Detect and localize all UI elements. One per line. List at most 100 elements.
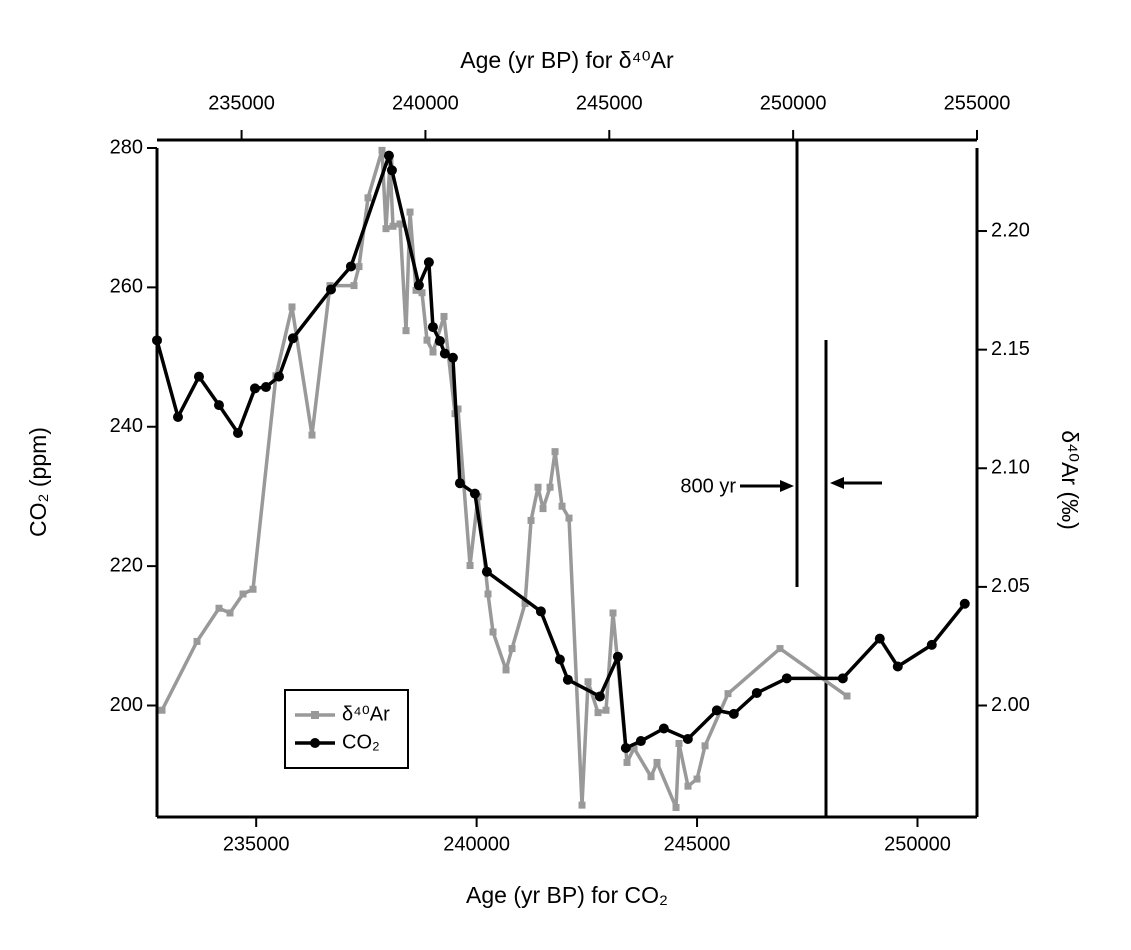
data-point: [345, 261, 356, 272]
data-point: [429, 348, 437, 356]
data-point: [418, 289, 426, 297]
data-point: [701, 742, 709, 750]
data-point: [213, 400, 224, 411]
series-line: [155, 153, 967, 750]
data-point: [534, 483, 542, 491]
data-point: [454, 405, 462, 413]
x-axis-title: Age (yr BP) for CO₂: [466, 882, 668, 908]
x-tick-label: 240000: [443, 833, 510, 855]
x-tick-label: 235000: [223, 833, 290, 855]
x2-tick-label: 240000: [392, 92, 459, 114]
data-point: [837, 673, 848, 684]
data-point: [350, 282, 358, 290]
data-point: [402, 327, 410, 335]
data-point: [427, 322, 438, 333]
data-point: [260, 382, 271, 393]
data-point: [508, 645, 516, 653]
data-point: [635, 736, 646, 747]
data-point: [630, 744, 638, 752]
x2-tick-label: 235000: [208, 92, 275, 114]
data-point: [565, 514, 573, 522]
axes: [155, 138, 979, 819]
data-point: [386, 165, 397, 176]
legend-marker: [311, 711, 319, 719]
data-point: [406, 208, 414, 216]
y-axis-title: CO₂ (ppm): [25, 427, 51, 537]
data-point: [466, 562, 474, 570]
data-point: [578, 801, 586, 809]
data-point: [623, 758, 631, 766]
data-point: [423, 257, 434, 268]
data-point: [682, 733, 693, 744]
data-point: [469, 488, 480, 499]
data-point: [489, 628, 497, 636]
legend-label: CO₂: [342, 731, 380, 753]
x-tick-label: 245000: [664, 833, 731, 855]
arrow-head: [780, 480, 794, 492]
data-point: [364, 194, 372, 202]
data-point: [439, 348, 450, 359]
data-point: [172, 411, 183, 422]
y-tick-label: 260: [110, 276, 143, 298]
data-point: [724, 690, 732, 698]
data-point: [728, 708, 739, 719]
data-point: [781, 673, 792, 684]
data-point: [502, 666, 510, 674]
data-point: [308, 431, 316, 439]
data-point: [193, 637, 201, 645]
arrow-head: [830, 477, 844, 489]
data-point: [434, 336, 445, 347]
y-tick-label: 280: [110, 136, 143, 158]
data-point: [193, 371, 204, 382]
data-point: [382, 225, 390, 233]
data-point: [602, 706, 610, 714]
x2-tick-label: 255000: [944, 92, 1011, 114]
data-point: [658, 723, 669, 734]
data-point: [751, 687, 762, 698]
data-point: [539, 505, 547, 513]
data-point: [249, 383, 260, 394]
data-point: [594, 709, 602, 717]
data-point: [672, 804, 680, 812]
data-point: [554, 654, 565, 665]
data-point: [249, 585, 257, 593]
data-point: [711, 705, 722, 716]
data-point: [355, 263, 363, 271]
data-point: [232, 428, 243, 439]
data-point: [484, 590, 492, 598]
x2-tick-label: 250000: [760, 92, 827, 114]
data-point: [594, 691, 605, 702]
data-point: [609, 609, 617, 617]
data-point: [325, 284, 336, 295]
data-point: [239, 590, 247, 598]
data-point: [776, 645, 784, 653]
data-point: [226, 609, 234, 617]
data-point: [874, 633, 885, 644]
data-point: [273, 371, 284, 382]
data-point: [535, 606, 546, 617]
data-point: [558, 502, 566, 510]
data-point: [215, 604, 223, 612]
data-point: [413, 280, 424, 291]
y2-tick-label: 2.15: [991, 338, 1030, 360]
data-point: [843, 692, 851, 700]
data-point: [959, 598, 970, 609]
annotation: 800 yr: [680, 475, 736, 497]
data-point: [892, 661, 903, 672]
data-point: [551, 448, 559, 456]
data-point: [521, 599, 529, 607]
data-point: [693, 775, 701, 783]
legend-label: δ⁴⁰Ar: [342, 703, 390, 725]
data-point: [684, 782, 692, 790]
data-point: [152, 335, 162, 346]
data-point: [612, 651, 623, 662]
y-tick-label: 240: [110, 415, 143, 437]
data-point: [454, 478, 465, 489]
y-tick-label: 220: [110, 554, 143, 576]
data-point: [675, 739, 683, 747]
data-point: [288, 303, 296, 311]
data-point: [647, 773, 655, 781]
data-point: [383, 150, 394, 161]
y-tick-label: 200: [110, 694, 143, 716]
